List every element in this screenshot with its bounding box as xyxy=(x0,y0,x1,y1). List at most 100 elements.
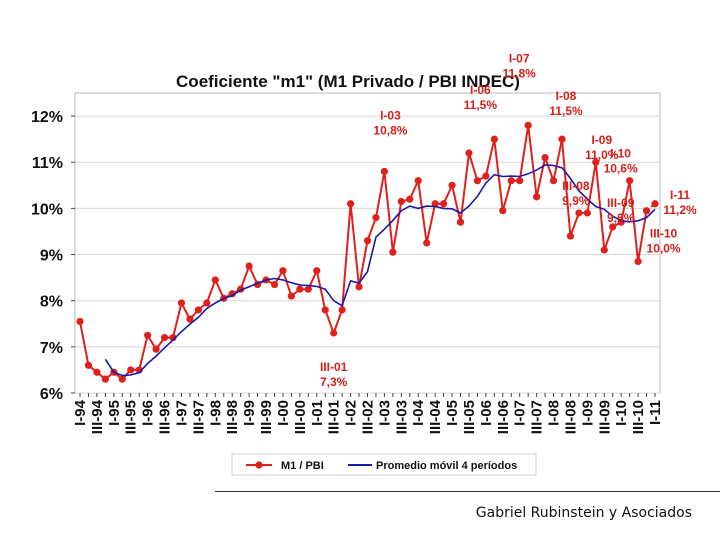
x-tick-label: III-97 xyxy=(190,400,207,434)
data-point xyxy=(127,366,135,374)
x-tick-label: I-07 xyxy=(512,400,529,426)
x-tick-label: I-99 xyxy=(241,400,258,426)
x-tick-label: I-04 xyxy=(410,399,427,426)
data-point xyxy=(270,280,279,289)
x-tick-label: I-06 xyxy=(478,400,495,426)
y-tick-label: 6% xyxy=(40,386,63,403)
annotation-label: III-08 xyxy=(562,179,590,193)
data-point xyxy=(642,207,651,215)
annotation-label: I-08 xyxy=(556,89,577,103)
x-tick-label: III-95 xyxy=(123,400,140,434)
data-point xyxy=(482,172,490,180)
annotation-label: I-10 xyxy=(610,147,631,161)
data-point xyxy=(338,306,346,314)
data-point xyxy=(279,267,287,275)
data-point xyxy=(118,375,126,383)
annotation-value: 11,8% xyxy=(502,66,536,80)
footer-credit: Gabriel Rubinstein y Asociados xyxy=(475,505,692,521)
x-tick-label: I-95 xyxy=(106,400,123,426)
legend-label-moving-average: Promedio móvil 4 períodos xyxy=(376,460,517,472)
data-point xyxy=(101,375,109,383)
data-point xyxy=(76,317,84,326)
data-point xyxy=(423,239,431,247)
x-tick-label: I-96 xyxy=(140,400,157,426)
data-point xyxy=(346,200,355,208)
annotation-value: 9,6% xyxy=(607,211,635,225)
data-point xyxy=(321,306,329,314)
data-point xyxy=(245,262,253,270)
x-tick-label: III-03 xyxy=(393,400,410,434)
x-tick-label: III-10 xyxy=(630,400,647,434)
data-point xyxy=(499,207,507,215)
footer-divider xyxy=(215,491,720,492)
data-point xyxy=(549,177,558,185)
x-tick-label: I-05 xyxy=(444,400,461,426)
annotation-label: I-07 xyxy=(509,51,530,65)
data-point xyxy=(93,368,101,376)
data-point xyxy=(431,200,439,208)
y-tick-label: 9% xyxy=(40,248,63,265)
data-point xyxy=(558,135,566,143)
data-point xyxy=(397,197,405,206)
x-tick-label: I-09 xyxy=(579,400,596,426)
x-tick-label: I-94 xyxy=(72,399,89,426)
data-point xyxy=(448,181,456,189)
annotation-value: 10,0% xyxy=(647,242,681,256)
data-point xyxy=(566,232,575,240)
data-point xyxy=(440,200,448,208)
x-tick-label: III-06 xyxy=(495,400,512,434)
series-line-moving-average xyxy=(104,164,656,377)
x-tick-label: I-02 xyxy=(343,400,360,426)
annotation-value: 10,8% xyxy=(373,123,407,137)
annotation-value: 11,5% xyxy=(464,98,498,112)
data-point xyxy=(203,299,211,307)
data-point xyxy=(84,361,93,369)
x-tick-label: III-01 xyxy=(326,400,343,434)
y-tick-label: 12% xyxy=(31,109,63,126)
annotation-value: 10,6% xyxy=(604,162,638,176)
data-point xyxy=(651,200,659,208)
data-point xyxy=(296,285,304,293)
x-tick-label: I-98 xyxy=(207,400,224,426)
annotation-value: 11,5% xyxy=(549,104,583,118)
data-point xyxy=(304,285,312,293)
data-point xyxy=(516,177,524,185)
series-line-m1-pbi xyxy=(79,125,648,381)
data-point xyxy=(524,121,532,129)
data-point xyxy=(177,299,186,307)
data-point xyxy=(626,177,634,185)
data-point xyxy=(211,276,219,284)
data-point xyxy=(144,331,152,339)
x-tick-label: III-08 xyxy=(562,400,579,434)
x-tick-label: I-03 xyxy=(376,400,393,426)
data-point xyxy=(533,193,541,201)
data-point xyxy=(634,257,642,266)
x-tick-label: III-07 xyxy=(529,400,546,434)
data-point xyxy=(507,177,515,185)
data-point xyxy=(313,267,321,275)
data-point xyxy=(194,306,202,314)
annotation-value: 11,2% xyxy=(663,203,697,217)
data-point xyxy=(355,283,363,291)
data-point xyxy=(465,149,473,157)
annotation-label: I-03 xyxy=(380,108,401,122)
data-point xyxy=(330,329,338,337)
annotation-label: III-09 xyxy=(607,196,635,210)
data-point xyxy=(600,246,608,254)
data-point xyxy=(575,209,583,217)
data-point xyxy=(456,218,465,226)
x-tick-label: III-04 xyxy=(427,399,444,434)
x-tick-label: III-98 xyxy=(224,400,241,434)
y-tick-label: 10% xyxy=(31,201,63,218)
y-tick-label: 8% xyxy=(40,294,63,311)
x-tick-label: I-97 xyxy=(173,400,190,426)
data-point xyxy=(363,237,372,245)
x-tick-label: III-96 xyxy=(157,400,174,434)
x-tick-label: I-10 xyxy=(613,400,630,426)
annotation-label: III-01 xyxy=(320,360,348,374)
x-tick-label: III-99 xyxy=(258,400,275,434)
chart-title: Coeficiente "m1" (M1 Privado / PBI INDEC… xyxy=(176,72,520,91)
data-point xyxy=(490,135,498,143)
annotation-value: 11,0% xyxy=(585,148,619,162)
data-point xyxy=(287,292,295,300)
